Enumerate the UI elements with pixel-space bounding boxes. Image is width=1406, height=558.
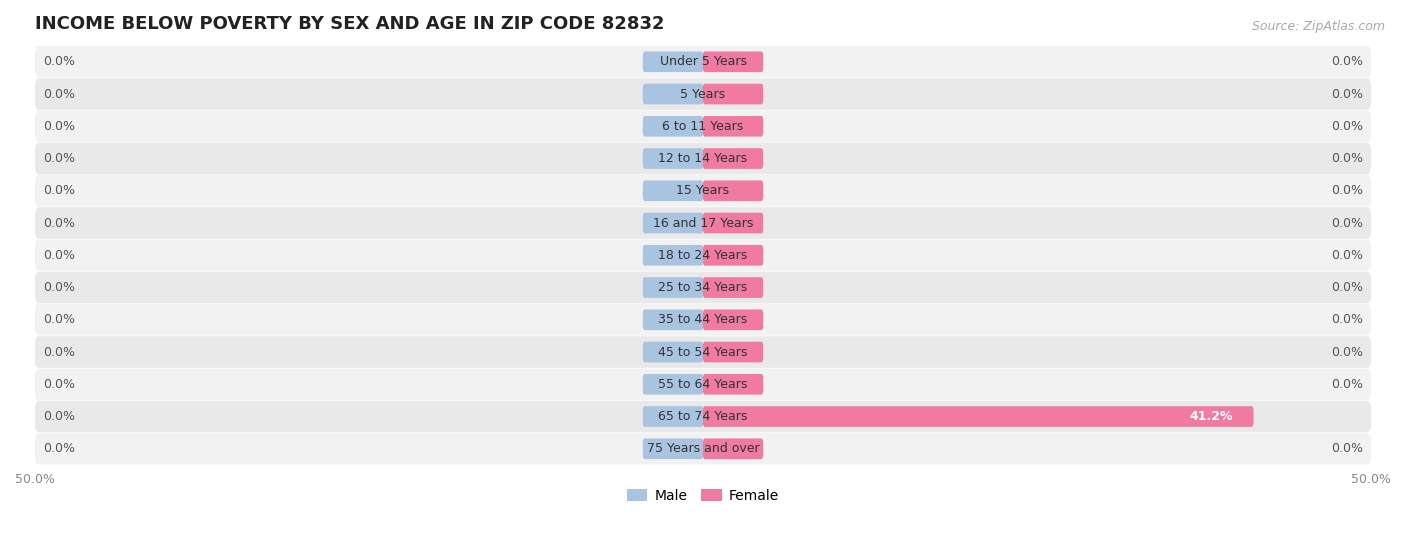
- Text: 6 to 11 Years: 6 to 11 Years: [662, 120, 744, 133]
- FancyBboxPatch shape: [643, 439, 703, 459]
- Text: 0.0%: 0.0%: [44, 442, 75, 455]
- FancyBboxPatch shape: [643, 341, 703, 362]
- FancyBboxPatch shape: [643, 374, 703, 395]
- Text: 0.0%: 0.0%: [1331, 88, 1362, 100]
- FancyBboxPatch shape: [703, 374, 763, 395]
- Text: 12 to 14 Years: 12 to 14 Years: [658, 152, 748, 165]
- Text: Under 5 Years: Under 5 Years: [659, 55, 747, 68]
- FancyBboxPatch shape: [35, 401, 1371, 432]
- Text: 0.0%: 0.0%: [1331, 442, 1362, 455]
- Text: 75 Years and over: 75 Years and over: [647, 442, 759, 455]
- FancyBboxPatch shape: [643, 245, 703, 266]
- FancyBboxPatch shape: [703, 245, 763, 266]
- Text: 5 Years: 5 Years: [681, 88, 725, 100]
- Text: 55 to 64 Years: 55 to 64 Years: [658, 378, 748, 391]
- Text: 0.0%: 0.0%: [44, 249, 75, 262]
- FancyBboxPatch shape: [643, 84, 703, 104]
- Text: 15 Years: 15 Years: [676, 184, 730, 198]
- FancyBboxPatch shape: [703, 116, 763, 137]
- FancyBboxPatch shape: [703, 148, 763, 169]
- Text: 0.0%: 0.0%: [44, 152, 75, 165]
- FancyBboxPatch shape: [703, 277, 763, 298]
- Text: 0.0%: 0.0%: [1331, 120, 1362, 133]
- FancyBboxPatch shape: [35, 304, 1371, 335]
- Text: 0.0%: 0.0%: [44, 217, 75, 229]
- Text: 0.0%: 0.0%: [1331, 345, 1362, 359]
- Text: 0.0%: 0.0%: [44, 281, 75, 294]
- FancyBboxPatch shape: [703, 84, 763, 104]
- FancyBboxPatch shape: [643, 180, 703, 201]
- Text: 0.0%: 0.0%: [44, 345, 75, 359]
- Text: 16 and 17 Years: 16 and 17 Years: [652, 217, 754, 229]
- FancyBboxPatch shape: [35, 78, 1371, 110]
- FancyBboxPatch shape: [35, 433, 1371, 465]
- Text: 0.0%: 0.0%: [1331, 249, 1362, 262]
- FancyBboxPatch shape: [643, 310, 703, 330]
- Text: 0.0%: 0.0%: [1331, 184, 1362, 198]
- FancyBboxPatch shape: [703, 310, 763, 330]
- FancyBboxPatch shape: [35, 272, 1371, 304]
- FancyBboxPatch shape: [643, 406, 703, 427]
- Text: 0.0%: 0.0%: [44, 120, 75, 133]
- FancyBboxPatch shape: [35, 143, 1371, 174]
- FancyBboxPatch shape: [703, 213, 763, 233]
- Text: 0.0%: 0.0%: [1331, 55, 1362, 68]
- FancyBboxPatch shape: [643, 148, 703, 169]
- Text: 41.2%: 41.2%: [1189, 410, 1233, 423]
- Text: 0.0%: 0.0%: [44, 88, 75, 100]
- FancyBboxPatch shape: [643, 277, 703, 298]
- Text: 18 to 24 Years: 18 to 24 Years: [658, 249, 748, 262]
- Text: 35 to 44 Years: 35 to 44 Years: [658, 313, 748, 326]
- FancyBboxPatch shape: [703, 51, 763, 72]
- Legend: Male, Female: Male, Female: [621, 483, 785, 508]
- FancyBboxPatch shape: [35, 336, 1371, 368]
- FancyBboxPatch shape: [703, 180, 763, 201]
- FancyBboxPatch shape: [35, 46, 1371, 78]
- FancyBboxPatch shape: [643, 213, 703, 233]
- Text: 0.0%: 0.0%: [44, 410, 75, 423]
- Text: 0.0%: 0.0%: [1331, 281, 1362, 294]
- FancyBboxPatch shape: [35, 207, 1371, 239]
- Text: 65 to 74 Years: 65 to 74 Years: [658, 410, 748, 423]
- Text: 0.0%: 0.0%: [1331, 313, 1362, 326]
- Text: Source: ZipAtlas.com: Source: ZipAtlas.com: [1251, 20, 1385, 32]
- FancyBboxPatch shape: [35, 175, 1371, 206]
- FancyBboxPatch shape: [703, 341, 763, 362]
- FancyBboxPatch shape: [643, 51, 703, 72]
- Text: 0.0%: 0.0%: [1331, 378, 1362, 391]
- Text: 25 to 34 Years: 25 to 34 Years: [658, 281, 748, 294]
- FancyBboxPatch shape: [35, 368, 1371, 400]
- Text: 45 to 54 Years: 45 to 54 Years: [658, 345, 748, 359]
- Text: 0.0%: 0.0%: [1331, 152, 1362, 165]
- FancyBboxPatch shape: [35, 110, 1371, 142]
- Text: 0.0%: 0.0%: [1331, 217, 1362, 229]
- Text: INCOME BELOW POVERTY BY SEX AND AGE IN ZIP CODE 82832: INCOME BELOW POVERTY BY SEX AND AGE IN Z…: [35, 15, 665, 33]
- FancyBboxPatch shape: [703, 406, 1254, 427]
- FancyBboxPatch shape: [35, 239, 1371, 271]
- Text: 0.0%: 0.0%: [44, 313, 75, 326]
- FancyBboxPatch shape: [643, 116, 703, 137]
- Text: 0.0%: 0.0%: [44, 378, 75, 391]
- Text: 0.0%: 0.0%: [44, 55, 75, 68]
- FancyBboxPatch shape: [703, 439, 763, 459]
- Text: 0.0%: 0.0%: [44, 184, 75, 198]
